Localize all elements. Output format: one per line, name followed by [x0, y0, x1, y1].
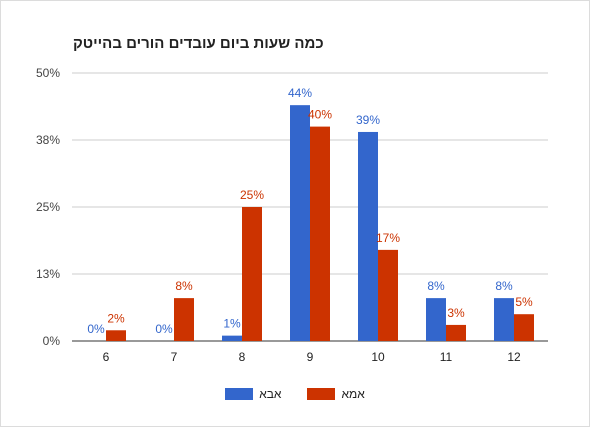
legend-item-mom[interactable]: אמא — [307, 387, 365, 401]
legend-swatch-mom — [307, 388, 336, 400]
bar-dad-9[interactable] — [290, 105, 310, 341]
data-label-mom-6: 2% — [107, 311, 125, 325]
x-tick-label: 10 — [371, 350, 385, 364]
legend-swatch-dad — [225, 388, 254, 400]
data-label-mom-11: 3% — [447, 306, 465, 320]
data-label-dad-10: 39% — [356, 113, 380, 127]
x-tick-label: 6 — [103, 350, 110, 364]
data-label-dad-12: 8% — [495, 279, 513, 293]
bar-mom-10[interactable] — [378, 249, 398, 341]
y-tick-label: 38% — [36, 133, 60, 147]
data-label-mom-7: 8% — [175, 279, 193, 293]
bar-mom-9[interactable] — [310, 126, 330, 341]
data-label-mom-12: 5% — [515, 295, 533, 309]
bar-mom-6[interactable] — [106, 330, 126, 341]
bar-mom-7[interactable] — [174, 298, 194, 341]
legend-label-mom: אמא — [341, 387, 365, 401]
x-tick-label: 11 — [440, 350, 453, 364]
bar-mom-11[interactable] — [446, 324, 466, 341]
data-label-dad-8: 1% — [223, 317, 241, 331]
bar-dad-10[interactable] — [358, 131, 378, 341]
bar-mom-8[interactable] — [242, 207, 262, 341]
data-label-dad-6: 0% — [87, 322, 105, 336]
legend: אבא אמא — [0, 387, 590, 401]
y-tick-label: 50% — [36, 66, 60, 80]
legend-item-dad[interactable]: אבא — [225, 387, 281, 401]
data-label-mom-9: 40% — [308, 108, 332, 122]
data-label-mom-8: 25% — [240, 188, 264, 202]
bar-dad-11[interactable] — [426, 298, 446, 341]
legend-label-dad: אבא — [259, 387, 282, 401]
x-tick-label: 12 — [507, 350, 521, 364]
data-label-dad-9: 44% — [288, 86, 312, 100]
x-tick-label: 8 — [239, 350, 246, 364]
y-tick-label: 13% — [36, 267, 60, 281]
y-tick-label: 25% — [36, 200, 60, 214]
bar-mom-12[interactable] — [514, 314, 534, 341]
data-label-mom-10: 17% — [376, 231, 400, 245]
data-label-dad-11: 8% — [427, 279, 445, 293]
x-tick-label: 9 — [307, 350, 314, 364]
data-label-dad-7: 0% — [155, 322, 173, 336]
bar-dad-8[interactable] — [222, 335, 242, 341]
bar-dad-12[interactable] — [494, 298, 514, 341]
chart-title: כמה שעות ביום עובדים הורים בהייטק — [73, 35, 324, 52]
y-tick-label: 0% — [43, 334, 61, 348]
x-tick-label: 7 — [171, 350, 178, 364]
